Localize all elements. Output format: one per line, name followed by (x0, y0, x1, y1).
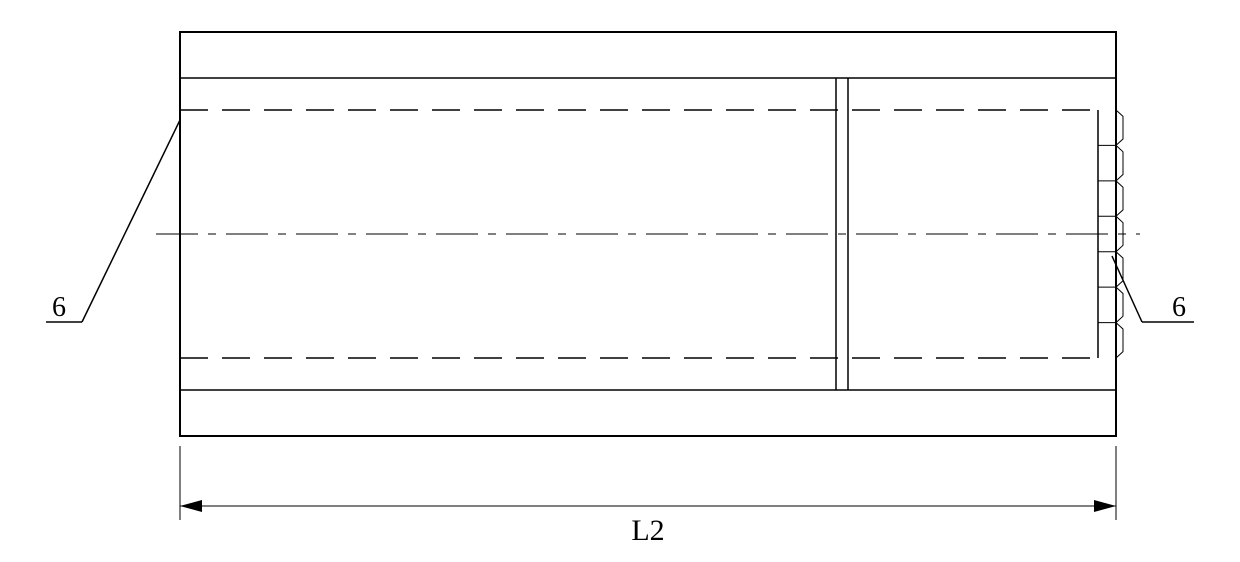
leader-left-line (82, 120, 180, 322)
dimension-label: L2 (631, 514, 664, 547)
dimension-l2: L2 (180, 446, 1116, 547)
leader-left: 6 (46, 120, 180, 323)
dimension-arrow-left (180, 500, 202, 512)
engineering-diagram: 6 6 L2 (0, 0, 1240, 562)
leader-right-label: 6 (1172, 292, 1186, 323)
leader-right: 6 (1112, 256, 1194, 323)
leader-left-label: 6 (52, 292, 66, 323)
dimension-arrow-right (1094, 500, 1116, 512)
